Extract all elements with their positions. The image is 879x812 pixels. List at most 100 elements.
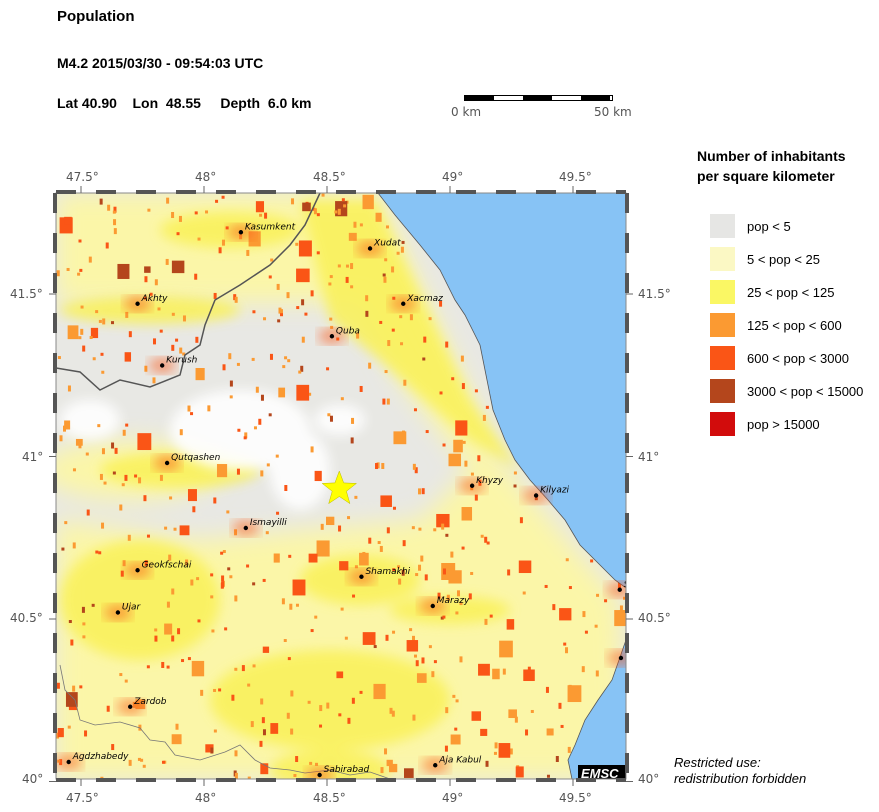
population-cell bbox=[319, 705, 323, 712]
population-cell bbox=[300, 365, 304, 372]
city-dot-icon bbox=[135, 568, 140, 573]
population-cell bbox=[403, 768, 414, 778]
city-marker[interactable]: Geokfschai bbox=[123, 560, 192, 579]
city-marker[interactable]: Qutqashen bbox=[153, 453, 221, 471]
population-cell bbox=[439, 391, 443, 395]
population-cell bbox=[379, 545, 383, 552]
population-cell bbox=[190, 579, 194, 586]
epicenter-star-icon[interactable] bbox=[321, 470, 358, 505]
lon-tick-label: 48° bbox=[195, 791, 217, 805]
population-cell bbox=[453, 439, 463, 453]
population-cell bbox=[308, 392, 312, 396]
frame-dash bbox=[176, 778, 196, 782]
population-cell bbox=[67, 385, 71, 392]
city-marker[interactable]: Kilyazi bbox=[522, 486, 570, 504]
city-marker[interactable]: S bbox=[605, 580, 634, 598]
population-cell bbox=[264, 212, 268, 219]
city-marker[interactable]: Xudat bbox=[356, 239, 401, 257]
scale-end-label: 50 km bbox=[594, 105, 632, 119]
population-cell bbox=[105, 242, 109, 249]
city-marker[interactable]: Zardob bbox=[116, 697, 167, 715]
city-marker[interactable]: Kasumkent bbox=[226, 222, 296, 241]
frame-dash bbox=[336, 190, 356, 194]
population-cell bbox=[97, 424, 101, 428]
lon-tick-label: 49.5° bbox=[559, 170, 592, 184]
city-marker[interactable]: Agdzhabedy bbox=[55, 752, 129, 770]
city-marker[interactable]: Akhty bbox=[123, 294, 169, 312]
population-cell bbox=[179, 525, 190, 536]
population-cell bbox=[546, 728, 554, 736]
population-cell bbox=[498, 743, 511, 758]
population-cell bbox=[338, 525, 342, 532]
population-cell bbox=[111, 744, 115, 751]
city-marker[interactable]: Ismayilli bbox=[231, 518, 287, 536]
city-marker[interactable]: Xacmaz bbox=[389, 294, 443, 312]
population-cell bbox=[273, 553, 280, 563]
population-cell bbox=[409, 314, 413, 321]
population-cell bbox=[124, 474, 128, 481]
city-dot-icon bbox=[317, 772, 322, 778]
note-line: redistribution forbidden bbox=[674, 771, 807, 786]
population-cell bbox=[260, 763, 269, 775]
population-cell bbox=[75, 438, 83, 446]
population-cell bbox=[106, 705, 110, 712]
population-cell bbox=[296, 268, 310, 283]
population-cell bbox=[308, 553, 318, 563]
population-cell bbox=[594, 624, 598, 628]
population-cell bbox=[246, 249, 250, 256]
frame-dash bbox=[625, 433, 629, 453]
population-cell bbox=[80, 305, 84, 309]
city-marker[interactable]: Quba bbox=[317, 326, 360, 345]
city-dot-icon bbox=[433, 763, 438, 768]
population-cell bbox=[65, 692, 78, 707]
population-cell bbox=[119, 673, 123, 677]
population-cell bbox=[365, 310, 369, 317]
city-marker[interactable]: Khyzy bbox=[458, 476, 504, 494]
city-dot-icon bbox=[128, 704, 133, 709]
population-cell bbox=[171, 734, 182, 745]
population-cell bbox=[309, 761, 313, 765]
population-cell bbox=[179, 347, 183, 354]
population-cell bbox=[347, 717, 351, 724]
population-cell bbox=[413, 408, 417, 412]
population-cell bbox=[293, 773, 297, 777]
population-cell bbox=[261, 717, 265, 724]
city-marker[interactable] bbox=[606, 650, 635, 666]
population-cell bbox=[563, 642, 567, 646]
population-cell bbox=[509, 748, 513, 755]
population-cell bbox=[392, 568, 396, 572]
population-cell bbox=[229, 380, 233, 387]
legend-item: 5 < pop < 25 bbox=[710, 247, 820, 271]
population-cell bbox=[452, 694, 456, 698]
population-cell bbox=[461, 507, 473, 521]
population-cell bbox=[546, 774, 550, 778]
city-marker[interactable]: Marazy bbox=[418, 596, 470, 614]
emsc-logo bbox=[578, 765, 626, 779]
population-cell bbox=[402, 540, 406, 547]
population-cell bbox=[226, 510, 230, 514]
population-cell bbox=[590, 559, 594, 563]
population-cell bbox=[143, 495, 147, 502]
population-cell bbox=[102, 318, 106, 325]
population-cell bbox=[450, 551, 454, 558]
population-cell bbox=[215, 199, 219, 203]
population-cell bbox=[114, 447, 118, 454]
population-cell bbox=[350, 285, 354, 289]
city-marker[interactable]: Kurush bbox=[148, 356, 198, 374]
city-marker[interactable]: Shamakhi bbox=[347, 567, 411, 585]
city-dot-icon bbox=[66, 759, 71, 765]
population-cell bbox=[127, 534, 131, 541]
population-cell bbox=[85, 452, 89, 456]
city-marker[interactable]: Sabirabad bbox=[305, 765, 370, 783]
city-marker[interactable]: Ujar bbox=[103, 603, 142, 621]
population-cell bbox=[237, 428, 241, 432]
population-cell bbox=[243, 436, 247, 440]
population-cell bbox=[250, 721, 254, 728]
population-cell bbox=[128, 759, 132, 766]
city-density bbox=[606, 650, 626, 666]
lat-tick-label: 41.5° bbox=[638, 287, 671, 301]
population-cell bbox=[165, 258, 169, 265]
city-marker[interactable]: Aja Kabul bbox=[421, 755, 482, 774]
population-cell bbox=[446, 594, 450, 601]
